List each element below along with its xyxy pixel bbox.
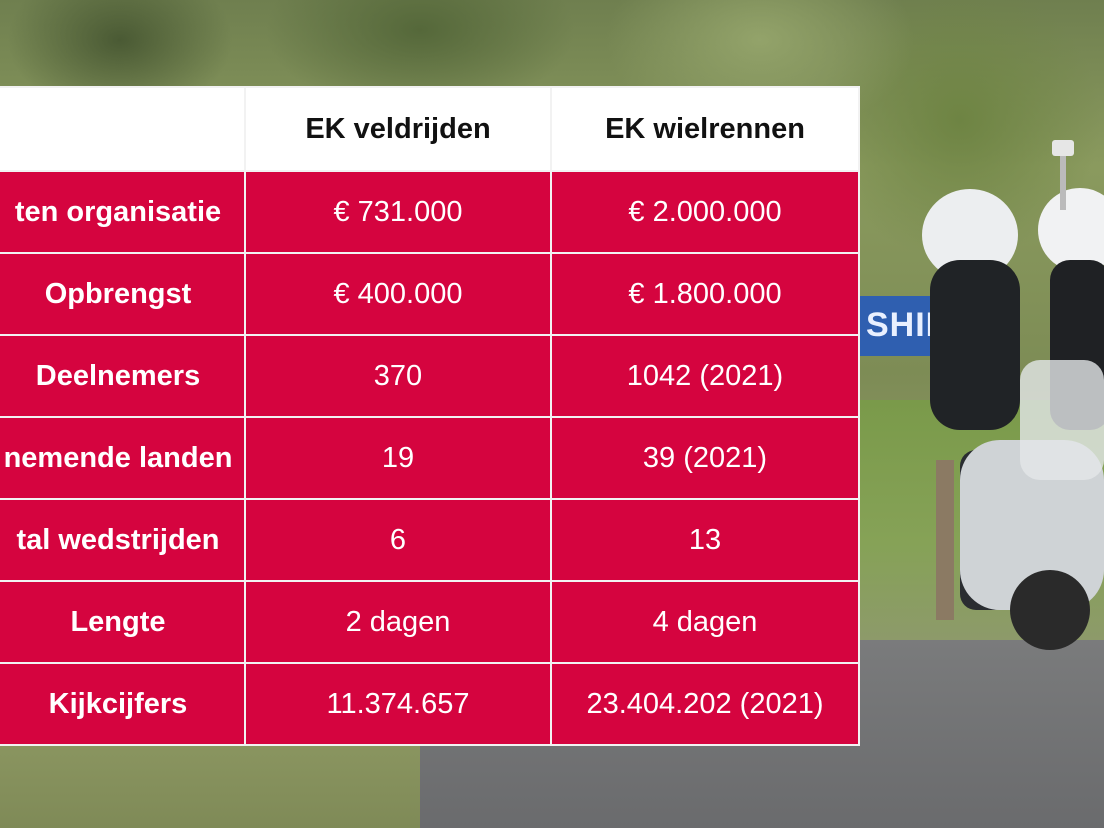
row-label: Deelnemers — [0, 334, 246, 418]
table-row: Opbrengst € 400.000 € 1.800.000 — [0, 252, 860, 336]
table-row: nemende landen 19 39 (2021) — [0, 416, 860, 500]
row-label: Opbrengst — [0, 252, 246, 336]
header-ek-veldrijden: EK veldrijden — [244, 86, 552, 172]
cell-veldrijden: 19 — [244, 416, 552, 500]
cell-wielrennen: 1042 (2021) — [550, 334, 860, 418]
motorcycle-riders-image — [922, 140, 1104, 650]
cell-veldrijden: € 400.000 — [244, 252, 552, 336]
row-label: tal wedstrijden — [0, 498, 246, 582]
table-row: Deelnemers 370 1042 (2021) — [0, 334, 860, 418]
row-label: Lengte — [0, 580, 246, 664]
row-label: nemende landen — [0, 416, 246, 500]
header-empty-cell — [0, 86, 246, 172]
table-row: ten organisatie € 731.000 € 2.000.000 — [0, 170, 860, 254]
table-row: Kijkcijfers 11.374.657 23.404.202 (2021) — [0, 662, 860, 746]
cell-wielrennen: € 2.000.000 — [550, 170, 860, 254]
cell-wielrennen: 39 (2021) — [550, 416, 860, 500]
cell-veldrijden: 11.374.657 — [244, 662, 552, 746]
cell-veldrijden: 2 dagen — [244, 580, 552, 664]
table-header-row: EK veldrijden EK wielrennen — [0, 86, 860, 172]
cell-wielrennen: 23.404.202 (2021) — [550, 662, 860, 746]
row-label: Kijkcijfers — [0, 662, 246, 746]
cell-veldrijden: 370 — [244, 334, 552, 418]
comparison-table: EK veldrijden EK wielrennen ten organisa… — [0, 86, 860, 746]
comparison-table-container: EK veldrijden EK wielrennen ten organisa… — [0, 86, 860, 746]
road-verge — [0, 744, 420, 828]
cell-wielrennen: 4 dagen — [550, 580, 860, 664]
row-label: ten organisatie — [0, 170, 246, 254]
header-ek-wielrennen: EK wielrennen — [550, 86, 860, 172]
cell-wielrennen: € 1.800.000 — [550, 252, 860, 336]
table-row: Lengte 2 dagen 4 dagen — [0, 580, 860, 664]
cell-veldrijden: € 731.000 — [244, 170, 552, 254]
cell-veldrijden: 6 — [244, 498, 552, 582]
cell-wielrennen: 13 — [550, 498, 860, 582]
table-row: tal wedstrijden 6 13 — [0, 498, 860, 582]
